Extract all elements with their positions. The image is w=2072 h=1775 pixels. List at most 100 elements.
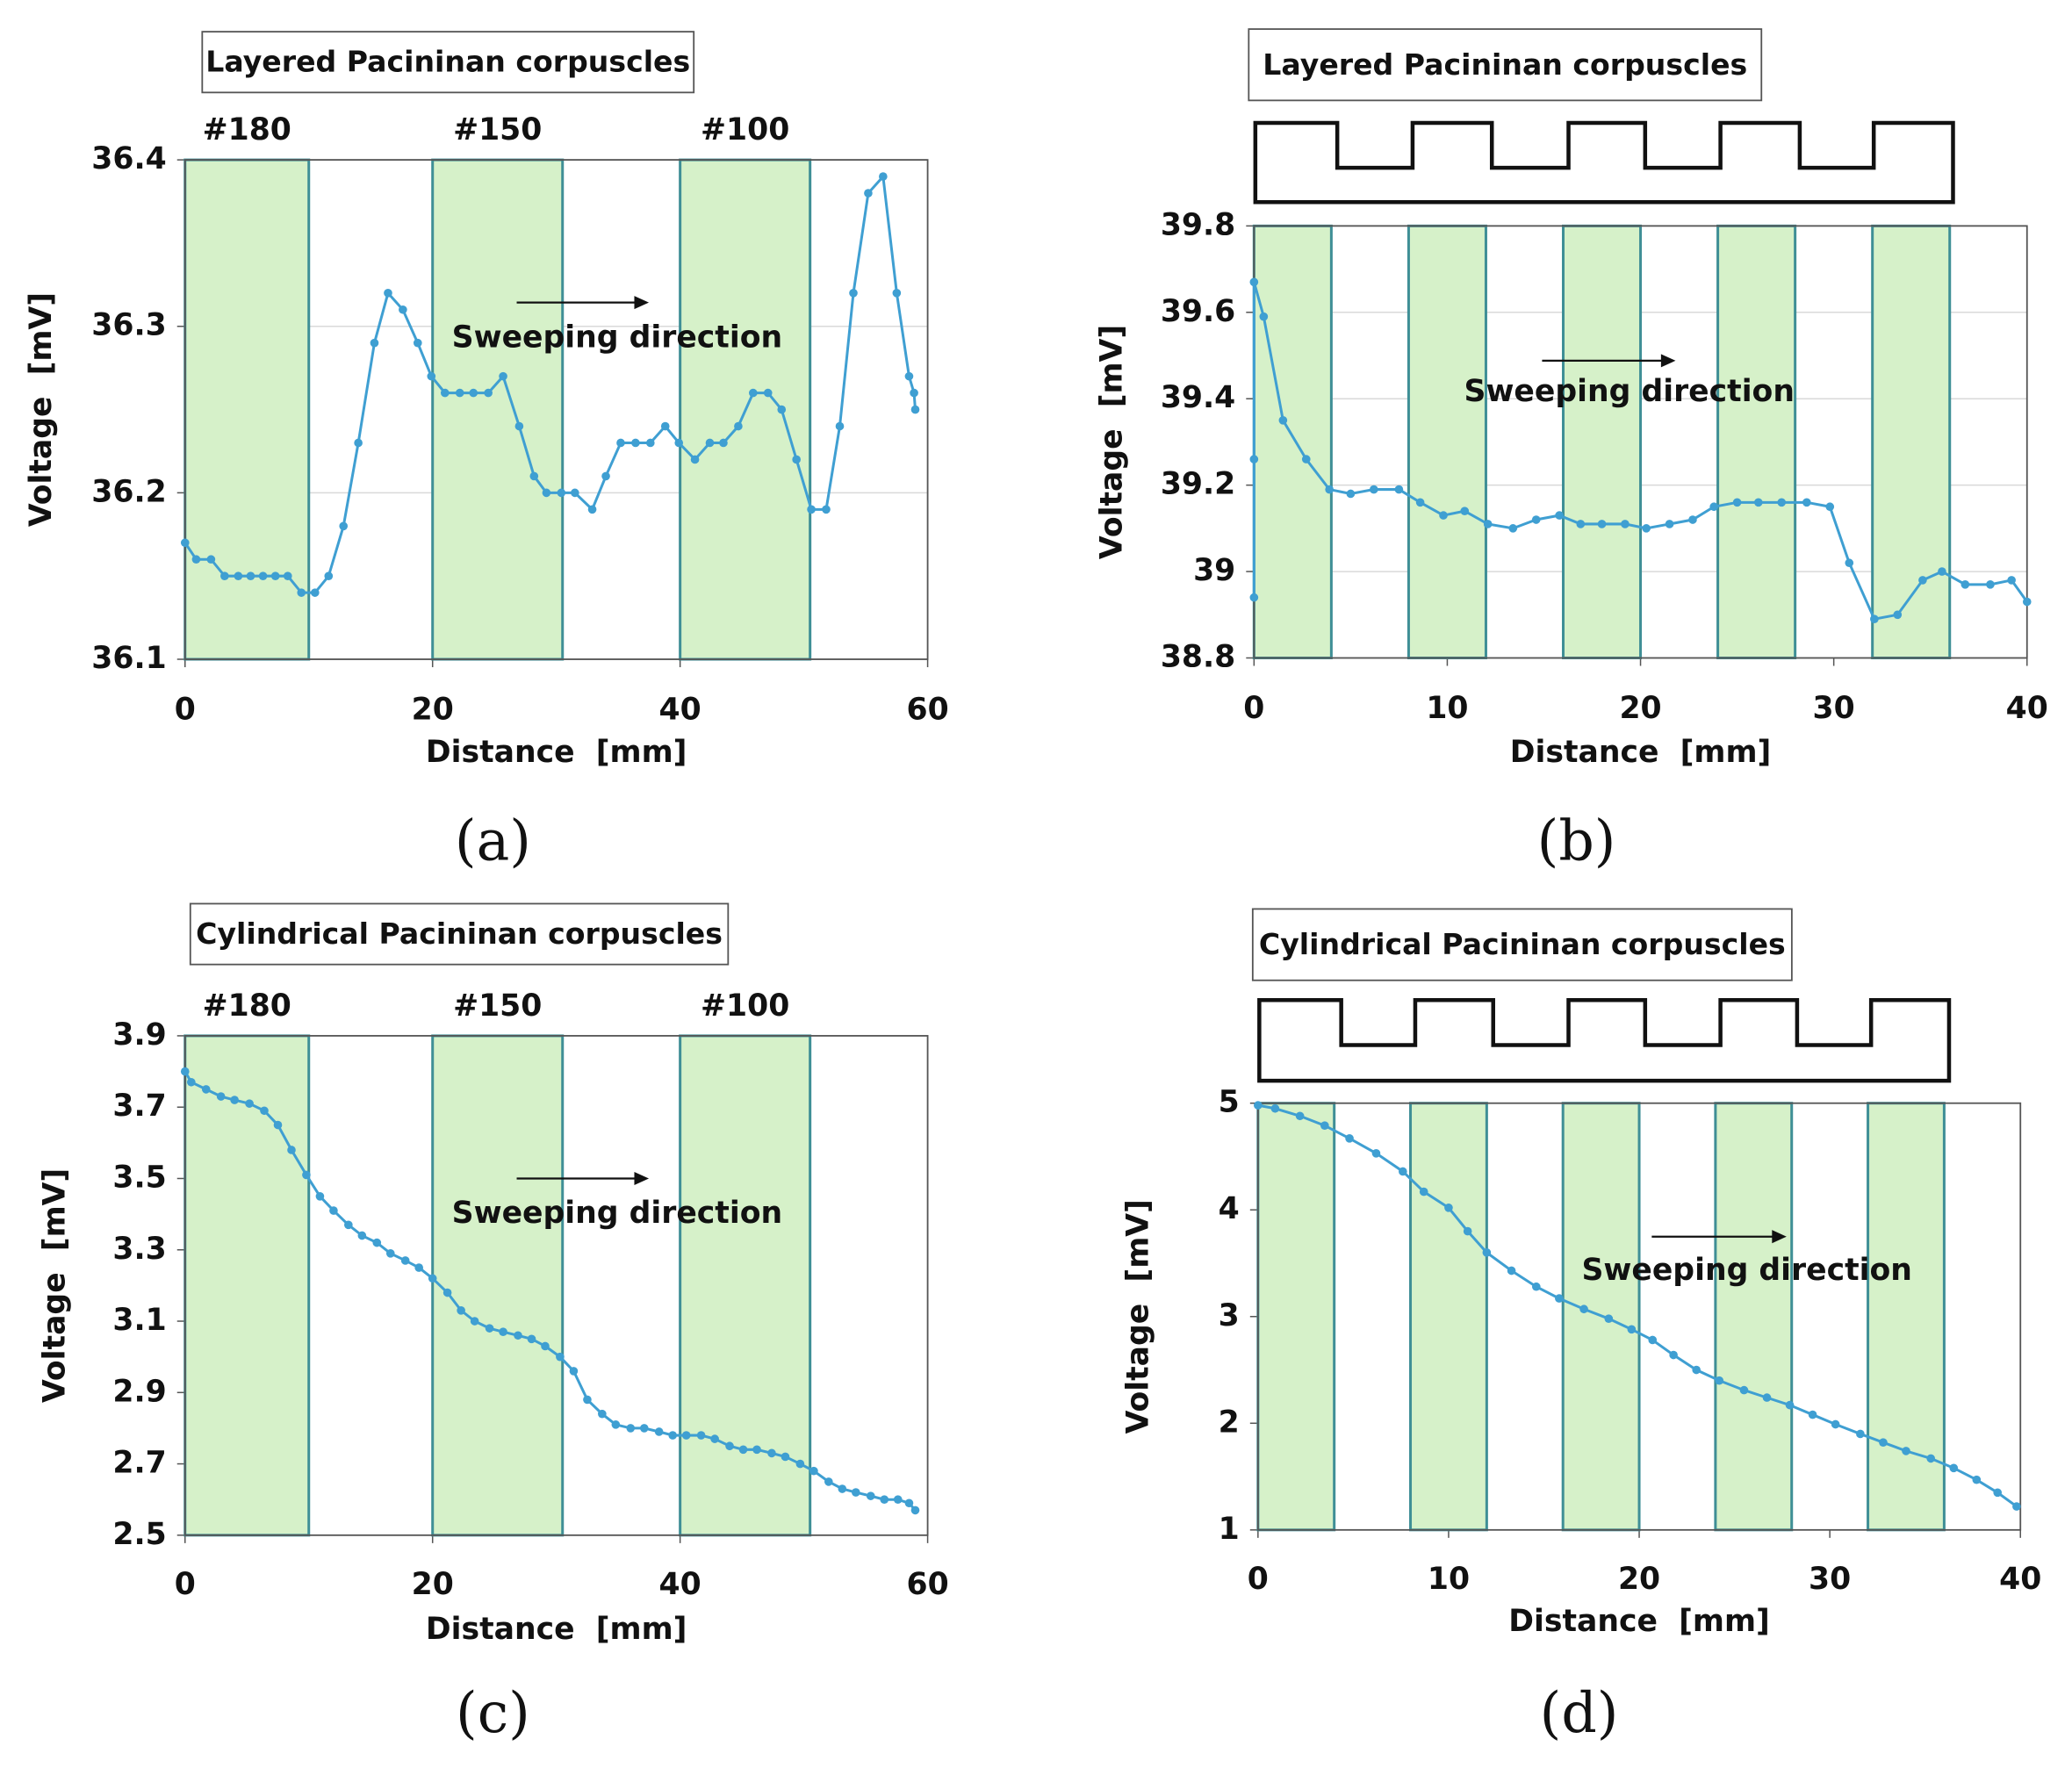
data-point	[216, 1092, 226, 1101]
data-point	[1648, 1335, 1658, 1345]
data-point	[1249, 593, 1259, 602]
y-tick-label: 39.4	[1161, 380, 1235, 415]
data-point	[499, 371, 507, 381]
y-tick-label: 38.8	[1161, 640, 1235, 675]
data-point	[705, 438, 715, 448]
data-point	[302, 1170, 311, 1180]
data-point	[385, 1249, 395, 1258]
y-tick-label: 3.9	[112, 1017, 166, 1053]
arrow-head	[1660, 354, 1676, 368]
y-axis-label: Voltage [mV]	[1120, 1199, 1155, 1434]
x-tick-label: 10	[1426, 691, 1468, 726]
data-point	[399, 305, 407, 314]
arrow-head	[1772, 1230, 1787, 1244]
data-point	[1732, 498, 1742, 507]
y-tick-label: 36.1	[91, 641, 166, 676]
data-point	[749, 388, 758, 398]
chart-title: Layered Pacininan corpuscles	[1263, 47, 1747, 82]
data-point	[1399, 1167, 1407, 1176]
x-tick-label: 40	[659, 1567, 701, 1602]
data-point	[835, 421, 845, 431]
data-point	[1926, 1454, 1936, 1463]
data-point	[1785, 1400, 1795, 1410]
data-point	[1972, 1475, 1982, 1484]
data-point	[892, 288, 902, 298]
data-point	[499, 1327, 507, 1337]
data-point	[1831, 1419, 1840, 1429]
data-point	[639, 1424, 649, 1433]
data-point	[413, 338, 422, 348]
data-point	[344, 1220, 353, 1230]
data-point	[738, 1445, 748, 1455]
data-point	[1642, 524, 1651, 533]
data-point	[631, 438, 640, 448]
data-point	[246, 571, 255, 581]
y-axis-label: Voltage [mV]	[24, 292, 59, 527]
data-point	[2012, 1502, 2021, 1511]
data-point	[1739, 1385, 1749, 1395]
y-tick-label: 5	[1219, 1085, 1240, 1120]
region	[431, 158, 565, 661]
data-point	[601, 471, 610, 481]
data-point	[1597, 520, 1607, 528]
data-point	[484, 388, 493, 398]
data-point	[654, 1427, 664, 1436]
y-tick-label: 36.2	[91, 474, 166, 509]
y-tick-label: 4	[1219, 1191, 1240, 1226]
data-point	[514, 421, 524, 431]
panel-label: (c)	[456, 1680, 530, 1745]
data-point	[273, 1120, 283, 1130]
data-point	[583, 1395, 592, 1405]
data-point	[569, 1367, 579, 1376]
data-point	[1993, 1488, 2003, 1498]
y-tick-label: 36.3	[91, 308, 166, 343]
data-point	[542, 488, 551, 498]
data-point	[1753, 498, 1763, 507]
data-point	[734, 421, 743, 431]
data-point	[310, 588, 320, 597]
data-point	[180, 1067, 190, 1076]
data-point	[852, 1488, 860, 1497]
data-point	[1692, 1365, 1701, 1375]
data-point	[752, 1445, 761, 1455]
x-axis-label: Distance [mm]	[426, 735, 687, 770]
region	[1867, 1102, 1946, 1532]
data-point	[1960, 580, 1970, 589]
region	[1407, 224, 1487, 660]
data-point	[514, 1331, 522, 1340]
data-point	[1893, 610, 1903, 620]
x-tick-label: 0	[175, 1567, 196, 1602]
data-point	[1325, 485, 1334, 494]
data-point	[710, 1434, 719, 1443]
data-point	[1371, 1148, 1381, 1158]
panel-label: (d)	[1540, 1680, 1619, 1745]
data-point	[400, 1256, 410, 1265]
data-point	[191, 555, 201, 564]
data-point	[1604, 1314, 1614, 1324]
data-point	[1627, 1325, 1637, 1334]
data-point	[442, 1288, 452, 1297]
data-point	[781, 1452, 790, 1462]
data-point	[1777, 498, 1787, 507]
x-tick-label: 40	[1999, 1562, 2041, 1597]
data-point	[370, 338, 379, 348]
data-point	[206, 555, 216, 564]
x-tick-label: 30	[1809, 1562, 1851, 1597]
y-tick-label: 2.5	[112, 1517, 166, 1552]
data-point	[587, 505, 597, 514]
data-point	[1439, 511, 1448, 520]
data-point	[838, 1484, 847, 1493]
data-point	[457, 1306, 465, 1315]
x-tick-label: 40	[2006, 691, 2048, 726]
data-point	[910, 405, 920, 414]
region	[1871, 224, 1952, 660]
x-tick-label: 60	[907, 1567, 949, 1602]
region	[1716, 224, 1797, 660]
data-point	[1301, 455, 1311, 464]
data-point	[427, 371, 436, 381]
data-point	[1845, 558, 1854, 568]
data-point	[690, 455, 700, 464]
panel-label: (b)	[1537, 808, 1616, 873]
data-point	[372, 1238, 382, 1247]
